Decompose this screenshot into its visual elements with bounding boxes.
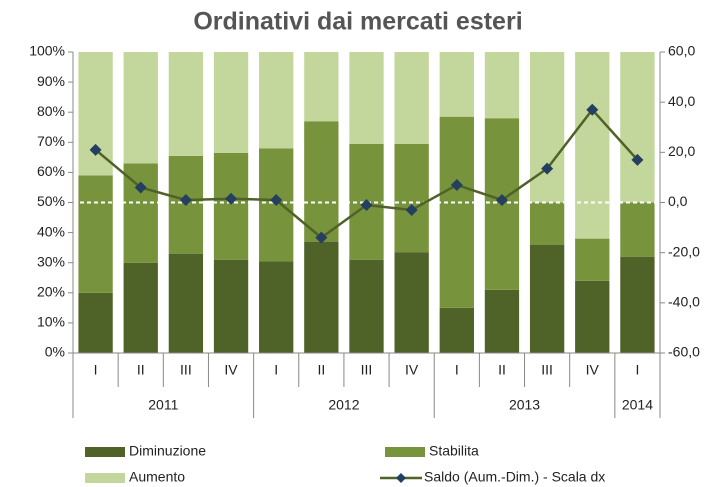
line-marker xyxy=(179,193,192,206)
x-tick-label: II xyxy=(317,362,325,378)
bar-segment xyxy=(394,252,429,353)
line-marker xyxy=(586,103,599,116)
legend-marker xyxy=(396,473,406,483)
y2-tick-label: 0,0 xyxy=(668,193,688,209)
legend-label: Diminuzione xyxy=(129,443,206,459)
bar-segment xyxy=(575,238,610,281)
line-marker xyxy=(450,178,463,191)
bar-segment xyxy=(213,259,249,353)
bar-segment xyxy=(620,202,655,257)
bar-segment xyxy=(349,52,384,144)
x-tick-label: II xyxy=(137,362,145,378)
bar-segment xyxy=(620,256,655,353)
x-tick-label: IV xyxy=(224,362,238,378)
y2-tick-label: -40,0 xyxy=(668,294,700,310)
legend-label: Aumento xyxy=(129,469,185,485)
x-tick-label: III xyxy=(361,362,373,378)
line-marker xyxy=(495,193,508,206)
line-marker xyxy=(541,162,554,175)
bar-segment xyxy=(349,259,384,353)
y2-tick-label: 40,0 xyxy=(668,93,695,109)
line-marker xyxy=(360,199,373,212)
bar-segment xyxy=(439,307,474,353)
x-tick-label: I xyxy=(274,362,278,378)
line-marker xyxy=(631,153,644,166)
y-tick-label: 10% xyxy=(37,314,65,330)
line-marker xyxy=(225,192,238,205)
y-tick-label: 20% xyxy=(37,284,65,300)
x-tick-label: IV xyxy=(405,362,419,378)
y2-tick-label: 20,0 xyxy=(668,143,695,159)
bar-segment xyxy=(304,241,339,353)
line-marker xyxy=(134,181,147,194)
legend-label: Saldo (Aum.-Dim.) - Scala dx xyxy=(424,469,605,485)
bar-segment xyxy=(575,52,610,239)
y2-tick-label: -20,0 xyxy=(668,243,700,259)
line-marker xyxy=(405,204,418,217)
bar-segment xyxy=(259,261,294,353)
x-tick-label: I xyxy=(94,362,98,378)
legend-swatch xyxy=(385,447,425,457)
bar-segment xyxy=(439,52,474,117)
line-marker xyxy=(315,231,328,244)
y2-tick-label: 60,0 xyxy=(668,43,695,59)
bar-segment xyxy=(168,52,204,156)
bar-segment xyxy=(529,202,565,245)
bar-segment xyxy=(484,289,520,353)
bar-segment xyxy=(304,121,339,242)
y-tick-label: 30% xyxy=(37,253,65,269)
bar-segment xyxy=(439,116,474,308)
bar-segment xyxy=(213,152,249,260)
bar-segment xyxy=(213,52,249,153)
x-tick-label: III xyxy=(541,362,553,378)
line-marker xyxy=(270,193,283,206)
legend-label: Stabilita xyxy=(429,443,479,459)
x-group-label: 2012 xyxy=(328,397,359,413)
y-tick-label: 50% xyxy=(37,193,65,209)
bar-segment xyxy=(78,175,113,293)
y-tick-label: 40% xyxy=(37,223,65,239)
bar-segment xyxy=(529,244,565,353)
bar-segment xyxy=(78,292,113,353)
bar-segment xyxy=(78,52,113,176)
x-tick-label: IV xyxy=(586,362,600,378)
bar-segment xyxy=(575,280,610,353)
bar-segment xyxy=(123,262,158,353)
bar-segment xyxy=(123,163,158,263)
x-tick-label: I xyxy=(635,362,639,378)
x-group-label: 2014 xyxy=(622,397,653,413)
bar-segment xyxy=(484,52,520,119)
bar-segment xyxy=(123,52,158,164)
chart-title: Ordinativi dai mercati esteri xyxy=(193,8,522,36)
bar-segment xyxy=(394,52,429,144)
y-tick-label: 70% xyxy=(37,133,65,149)
x-group-label: 2011 xyxy=(148,397,178,413)
bar-segment xyxy=(620,52,655,203)
y-tick-label: 60% xyxy=(37,163,65,179)
bar-segment xyxy=(304,52,339,122)
y-tick-label: 80% xyxy=(37,103,65,119)
y2-tick-label: -60,0 xyxy=(668,344,700,360)
x-group-label: 2013 xyxy=(509,397,540,413)
x-tick-label: II xyxy=(498,362,506,378)
bar-segment xyxy=(259,52,294,149)
x-tick-label: I xyxy=(455,362,459,378)
legend-swatch xyxy=(85,447,125,457)
y-tick-label: 0% xyxy=(45,344,65,360)
line-marker xyxy=(89,143,102,156)
bar-segment xyxy=(529,52,565,203)
y-tick-label: 90% xyxy=(37,73,65,89)
x-tick-label: III xyxy=(180,362,192,378)
bar-segment xyxy=(168,253,204,353)
y-tick-label: 100% xyxy=(29,43,65,59)
bar-segment xyxy=(394,143,429,253)
legend-swatch xyxy=(85,473,125,483)
